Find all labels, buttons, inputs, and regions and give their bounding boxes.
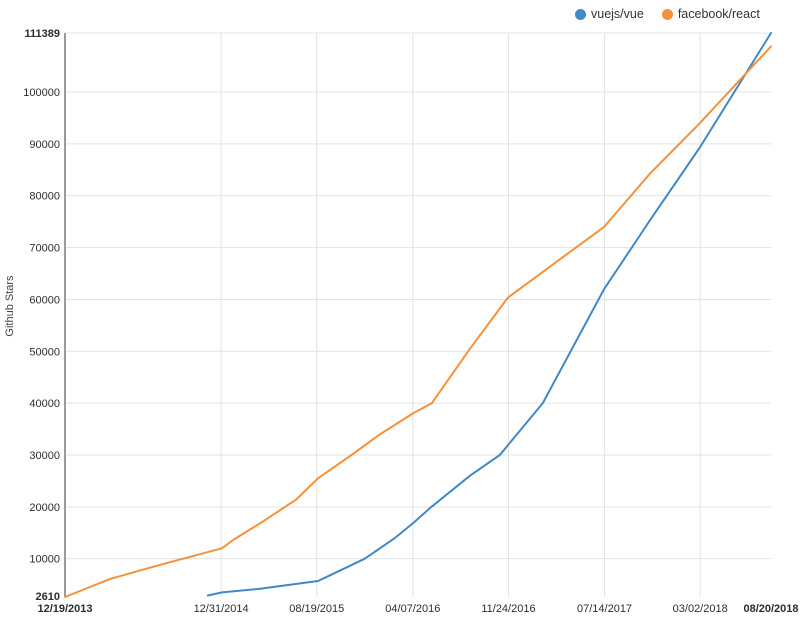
y-tick-label: 20000 [29, 502, 60, 514]
legend-dot-facebook-react [661, 8, 673, 20]
x-tick-label: 11/24/2016 [481, 603, 535, 615]
series-line-vuejs-vue [206, 32, 772, 597]
y-tick-label: 30000 [29, 450, 60, 462]
series-line-facebook-react [64, 45, 772, 598]
x-tick-label: 12/31/2014 [194, 603, 249, 615]
y-min-label: 2610 [36, 591, 60, 603]
x-tick-label: 12/19/2013 [37, 603, 92, 615]
legend-label-facebook-react: facebook/react [677, 7, 760, 21]
y-max-label: 111389 [25, 28, 61, 40]
legend-label-vuejs-vue: vuejs/vue [591, 7, 644, 21]
legend-dot-vuejs-vue [575, 8, 586, 20]
x-tick-label: 07/14/2017 [577, 603, 632, 615]
legend-item-vuejs-vue[interactable]: vuejs/vue [575, 7, 644, 21]
y-tick-label: 40000 [29, 398, 60, 410]
y-tick-label: 70000 [29, 243, 60, 255]
legend: vuejs/vue facebook/react [575, 7, 760, 21]
x-tick-label: 08/20/2018 [743, 603, 798, 615]
y-tick-label: 60000 [29, 294, 60, 306]
x-tick-label: 08/19/2015 [289, 603, 344, 615]
y-tick-label: 10000 [29, 554, 60, 566]
y-tick-label: 80000 [29, 191, 60, 203]
y-tick-label: 50000 [29, 346, 60, 358]
legend-item-facebook-react[interactable]: facebook/react [661, 7, 760, 21]
x-tick-label: 03/02/2018 [673, 603, 728, 615]
y-tick-label: 90000 [29, 139, 60, 151]
y-tick-label: 100000 [23, 87, 60, 99]
x-tick-label: 04/07/2016 [385, 603, 440, 615]
